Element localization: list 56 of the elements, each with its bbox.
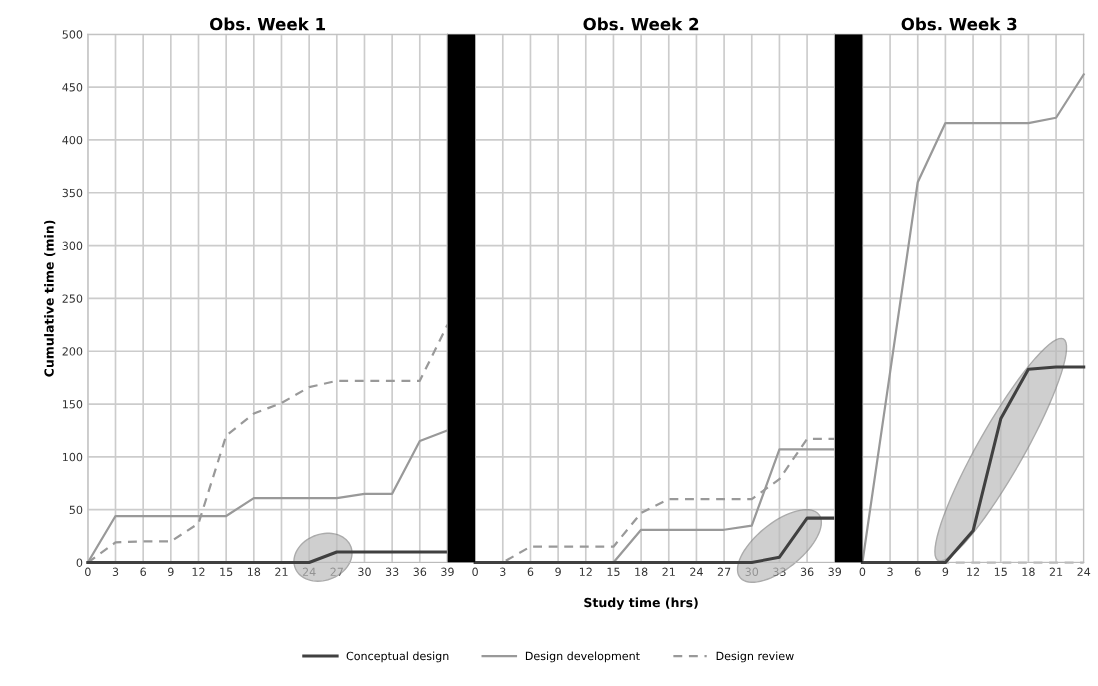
y-tick-label: 400	[62, 135, 83, 145]
x-tick-label: 27	[330, 567, 343, 576]
y-tick-label: 250	[62, 294, 83, 303]
x-tick-label: 36	[800, 567, 814, 576]
x-tick-label: 18	[1022, 567, 1035, 576]
x-tick-label: 12	[579, 567, 592, 576]
x-tick-label: 24	[302, 567, 316, 576]
x-tick-label: 12	[967, 567, 980, 576]
y-tick-label: 300	[62, 241, 83, 250]
y-tick-label: 500	[62, 30, 83, 39]
y-tick-label: 50	[69, 505, 83, 515]
x-tick-label: 0	[472, 567, 478, 576]
x-tick-label: 15	[220, 567, 233, 576]
x-tick-label: 9	[942, 567, 949, 576]
x-tick-label: 9	[168, 567, 174, 576]
y-tick-label: 350	[62, 188, 83, 198]
x-tick-label: 15	[994, 567, 1007, 576]
x-tick-label: 24	[690, 567, 703, 576]
x-tick-label: 39	[828, 567, 842, 576]
legend-label: Design development	[525, 651, 640, 663]
x-tick-label: 33	[385, 567, 399, 576]
x-tick-label: 3	[500, 567, 506, 576]
x-tick-label: 30	[745, 567, 759, 576]
legend-label: Conceptual design	[346, 651, 449, 663]
y-tick-label: 200	[62, 347, 83, 356]
x-tick-label: 0	[859, 567, 866, 576]
x-tick-label: 18	[247, 567, 261, 576]
x-tick-label: 15	[607, 567, 620, 576]
x-tick-label: 27	[717, 567, 731, 576]
x-tick-label: 21	[1049, 567, 1063, 576]
y-tick-label: 150	[62, 400, 83, 409]
x-tick-label: 21	[662, 567, 675, 576]
x-tick-label: 9	[555, 567, 561, 576]
chart-title: Obs. Week 1	[209, 17, 326, 31]
x-tick-label: 18	[635, 567, 648, 576]
chart-title: Obs. Week 3	[901, 17, 1017, 31]
x-tick-label: 39	[441, 567, 454, 576]
x-tick-label: 3	[112, 567, 119, 576]
y-tick-label: 100	[62, 452, 83, 462]
x-tick-label: 6	[140, 567, 146, 576]
x-tick-label: 0	[85, 567, 91, 576]
x-tick-label: 6	[527, 567, 534, 576]
x-tick-label: 12	[192, 567, 205, 576]
x-axis-title: Study time (hrs)	[584, 597, 698, 610]
x-tick-label: 30	[358, 567, 371, 576]
y-tick-label: 0	[76, 558, 83, 567]
legend-label: Design review	[716, 651, 794, 663]
y-axis-title: Cumulative time (min)	[44, 220, 56, 377]
chart-title: Obs. Week 2	[583, 17, 699, 31]
x-tick-label: 24	[1077, 567, 1091, 576]
x-tick-label: 6	[914, 567, 921, 576]
x-tick-label: 21	[275, 567, 288, 576]
x-tick-label: 33	[773, 567, 786, 576]
y-tick-label: 450	[62, 83, 83, 92]
x-tick-label: 3	[887, 567, 893, 576]
x-tick-label: 36	[413, 567, 427, 576]
